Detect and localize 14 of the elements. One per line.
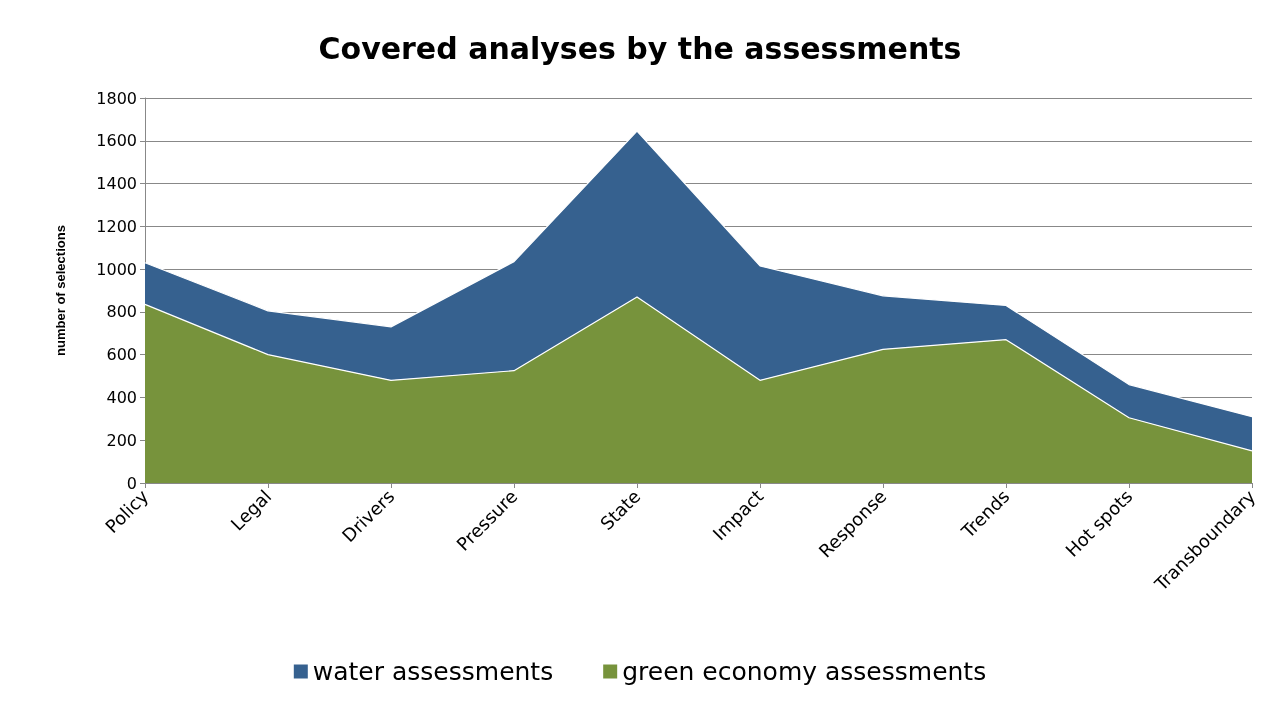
y-tick-label: 1000	[96, 259, 137, 279]
y-tick-label: 400	[106, 387, 137, 407]
y-tick-label: 1200	[96, 216, 137, 236]
y-tick-label: 200	[106, 430, 137, 450]
y-tick-label: 0	[126, 473, 137, 493]
y-tick-label: 600	[106, 345, 137, 365]
y-axis-title: number of selections	[53, 225, 68, 356]
y-tick-label: 800	[106, 302, 137, 322]
y-tick-label: 1600	[96, 131, 137, 151]
legend-label: green economy assessments	[622, 657, 987, 686]
y-tick-label: 1800	[96, 88, 137, 108]
y-tick-label: 1400	[96, 174, 137, 194]
legend-label: water assessments	[312, 657, 554, 686]
chart-title: Covered analyses by the assessments	[318, 30, 962, 66]
